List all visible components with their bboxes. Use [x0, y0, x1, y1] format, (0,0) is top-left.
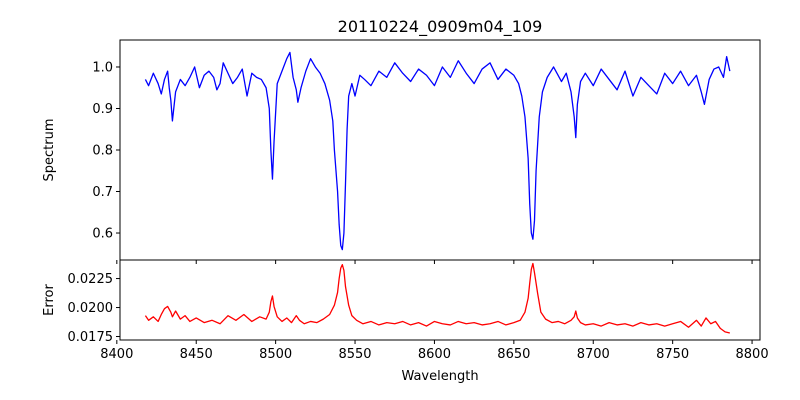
spectrum-ytick-label: 0.7 — [92, 185, 113, 200]
error-ytick-label: 0.0200 — [68, 301, 114, 316]
spectrum-ytick-label: 0.6 — [92, 227, 113, 242]
error-ytick-label: 0.0225 — [68, 272, 114, 287]
spectrum-ytick-label: 0.8 — [92, 144, 113, 159]
error-xtick-label: 8800 — [736, 347, 769, 362]
error-panel: 8400 8450 8500 8550 8600 8650 8700 8750 8800 0.01… — [42, 259, 769, 384]
error-xtick-label: 8600 — [418, 347, 451, 362]
spectrum-series-line-0 — [144, 51, 731, 251]
error-ytick-label: 0.0175 — [68, 330, 114, 345]
spectrum-ytick-label: 1.0 — [92, 60, 113, 75]
error-xtick-label: 8700 — [577, 347, 610, 362]
error-xtick-label: 8750 — [656, 347, 689, 362]
error-y-axis-label: Error — [42, 284, 57, 316]
spectrum-ytick-label: 0.9 — [92, 102, 113, 117]
error-xtick-label: 8400 — [100, 347, 133, 362]
error-axes-frame — [119, 259, 761, 341]
error-xtick-label: 8450 — [180, 347, 213, 362]
error-xtick-label: 8550 — [338, 347, 371, 362]
error-x-axis-label: Wavelength — [401, 369, 478, 384]
spectrum-y-axis-label: Spectrum — [42, 119, 57, 182]
chart-title: 20110224_0909m04_109 — [338, 17, 543, 37]
error-xtick-label: 8650 — [497, 347, 530, 362]
error-series-line-0 — [144, 262, 730, 334]
error-xtick-label: 8500 — [259, 347, 292, 362]
